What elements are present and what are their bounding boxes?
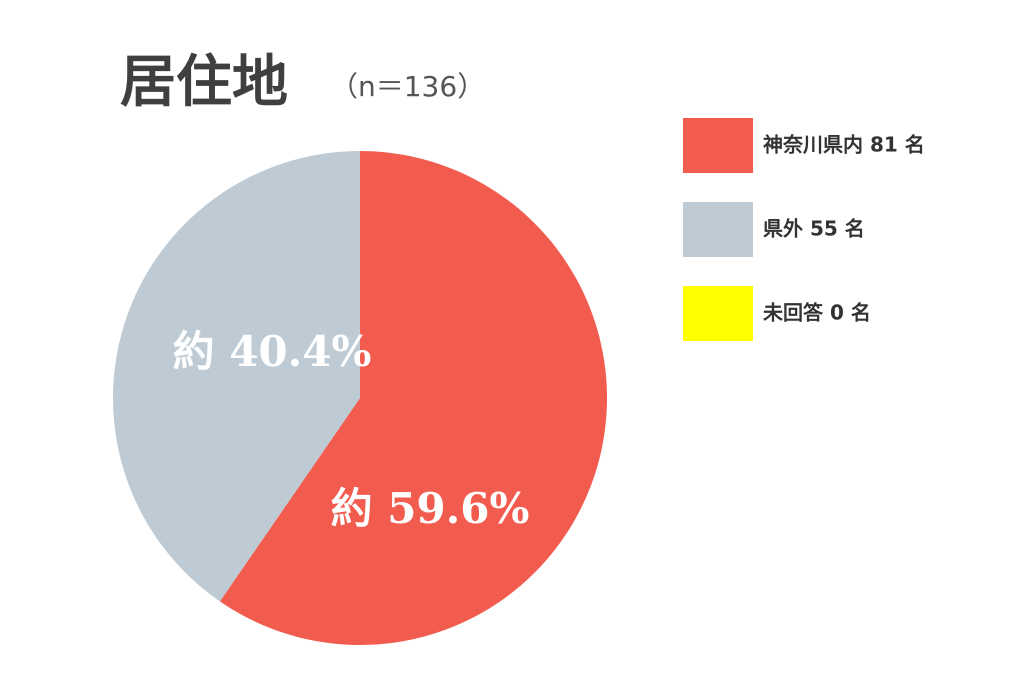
legend-swatch — [683, 118, 753, 173]
legend-swatch — [683, 286, 753, 341]
legend-label: 未回答 0 名 — [763, 301, 871, 325]
legend-label: 県外 55 名 — [763, 217, 865, 241]
pie-slice — [113, 151, 361, 602]
pie-slice — [219, 151, 607, 645]
data-label: 約 40.4% — [173, 327, 372, 376]
chart-title: 居住地 — [120, 50, 288, 115]
data-label: 約 59.6% — [331, 484, 530, 533]
chart-subtitle: （n＝136） — [330, 70, 485, 103]
legend-label: 神奈川県内 81 名 — [763, 133, 925, 157]
legend-swatch — [683, 202, 753, 257]
